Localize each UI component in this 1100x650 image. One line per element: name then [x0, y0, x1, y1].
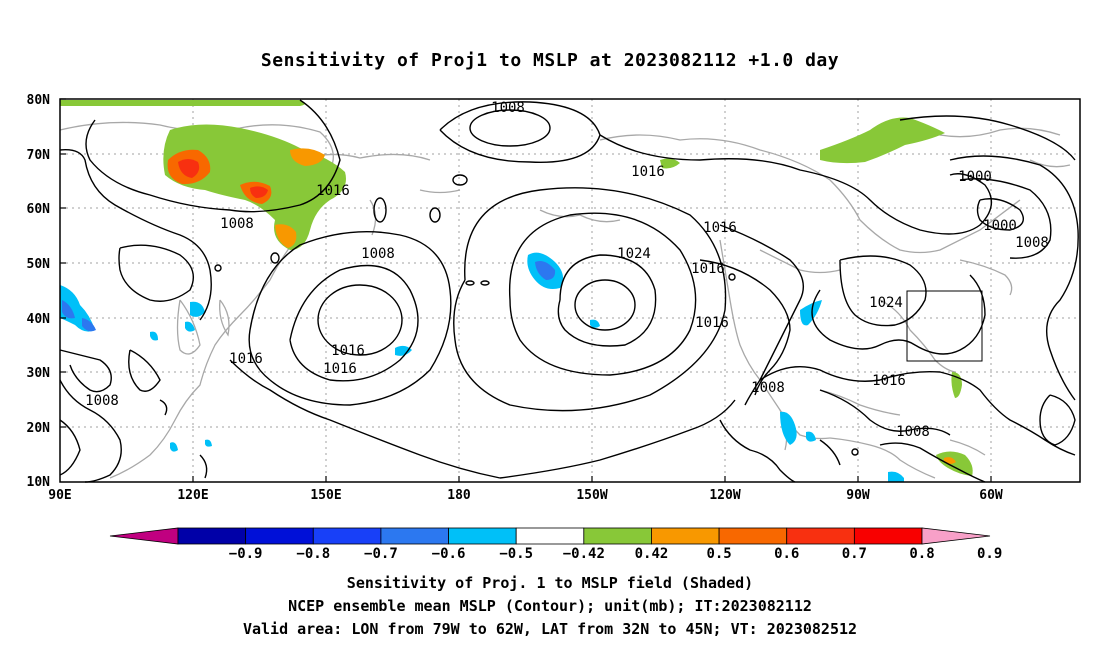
colorbar-segment [853, 527, 923, 545]
lon-label: 150W [576, 488, 607, 503]
lat-label: 40N [27, 312, 51, 327]
colorbar-tick-label: −0.42 [563, 546, 605, 562]
colorbar-segment [177, 527, 247, 545]
lon-label: 120E [177, 488, 208, 503]
colorbar-segment [380, 527, 449, 545]
contour-label: 1024 [869, 295, 903, 311]
lat-label: 30N [27, 366, 51, 381]
lat-lon-grid [60, 99, 1080, 482]
lat-label: 20N [27, 421, 51, 436]
colorbar-tick-label: 0.5 [706, 546, 731, 562]
colorbar-tick-label: 0.8 [909, 546, 934, 562]
lon-label: 90W [846, 488, 870, 503]
colorbar-segment [515, 527, 585, 545]
contour-label: 1016 [316, 183, 350, 199]
contour-label: 1016 [229, 351, 263, 367]
colorbar-tick-label: 0.7 [842, 546, 867, 562]
colorbar-tick-label: 0.42 [635, 546, 669, 562]
colorbar-segment [448, 527, 517, 545]
colorbar-low-arrow [109, 527, 179, 545]
lon-label: 60W [979, 488, 1003, 503]
contour-label: 1000 [958, 169, 992, 185]
lon-axis-labels: 90E 120E 150E 180 150W 120W 90W 60W [48, 488, 1003, 503]
lat-label: 60N [27, 202, 51, 217]
contour-label: 1016 [695, 315, 729, 331]
contour-label: 1008 [220, 216, 254, 232]
colorbar-tick-label: −0.6 [432, 546, 466, 562]
contour-label: 1016 [872, 373, 906, 389]
contour-label: 1016 [691, 261, 725, 277]
contour-label: 1008 [85, 393, 119, 409]
lat-axis-labels: 80N 70N 60N 50N 40N 30N 20N 10N [27, 93, 51, 490]
axis-ticks [60, 98, 992, 482]
colorbar-segment [651, 527, 720, 545]
lat-label: 70N [27, 148, 51, 163]
lon-label: 90E [48, 488, 71, 503]
colorbar-high-arrow [921, 527, 991, 545]
map-panel: 1008 1016 1000 1000 1008 1016 1024 1016 … [59, 98, 1081, 483]
lon-label: 150E [310, 488, 341, 503]
colorbar: −0.9 −0.8 −0.7 −0.6 −0.5 −0.42 0.42 0.5 0.6 0.7 0.… [109, 527, 1002, 562]
colorbar-tick-label: −0.9 [229, 546, 263, 562]
contour-label: 1008 [896, 424, 930, 440]
colorbar-tick-label: −0.8 [296, 546, 330, 562]
caption-line-3: Valid area: LON from 79W to 62W, LAT fro… [242, 620, 858, 638]
contour-labels: 1008 1016 1000 1000 1008 1016 1024 1016 … [85, 100, 1049, 440]
contour-label: 1008 [361, 246, 395, 262]
colorbar-tick-label: 0.6 [774, 546, 799, 562]
lon-label: 120W [709, 488, 740, 503]
colorbar-segment [245, 527, 314, 545]
lat-label: 10N [27, 475, 51, 490]
contour-label: 1016 [631, 164, 665, 180]
map-frame [59, 98, 1081, 483]
colorbar-segment [312, 527, 382, 545]
caption-line-1: Sensitivity of Proj. 1 to MSLP field (Sh… [346, 574, 754, 592]
lat-label: 80N [27, 93, 51, 108]
colorbar-segment [786, 527, 855, 545]
lon-label: 180 [447, 488, 471, 503]
valid-area-box [906, 290, 983, 362]
colorbar-tick-label: −0.7 [364, 546, 398, 562]
sensitivity-shading [60, 100, 973, 482]
map-title: Sensitivity of Proj1 to MSLP at 20230821… [260, 50, 840, 71]
contour-label: 1000 [983, 218, 1017, 234]
caption-line-2: NCEP ensemble mean MSLP (Contour); unit(… [288, 597, 812, 615]
contour-label: 1008 [751, 380, 785, 396]
colorbar-tick-label: −0.5 [499, 546, 533, 562]
contour-label: 1016 [703, 220, 737, 236]
contour-label: 1016 [323, 361, 357, 377]
contour-label: 1024 [617, 246, 651, 262]
colorbar-segment [583, 527, 652, 545]
contour-label: 1008 [491, 100, 525, 116]
colorbar-segment [718, 527, 788, 545]
mslp-contours [59, 99, 1079, 483]
contour-label: 1008 [1015, 235, 1049, 251]
colorbar-tick-label: 0.9 [977, 546, 1002, 562]
lat-label: 50N [27, 257, 51, 272]
contour-label: 1016 [331, 343, 365, 359]
